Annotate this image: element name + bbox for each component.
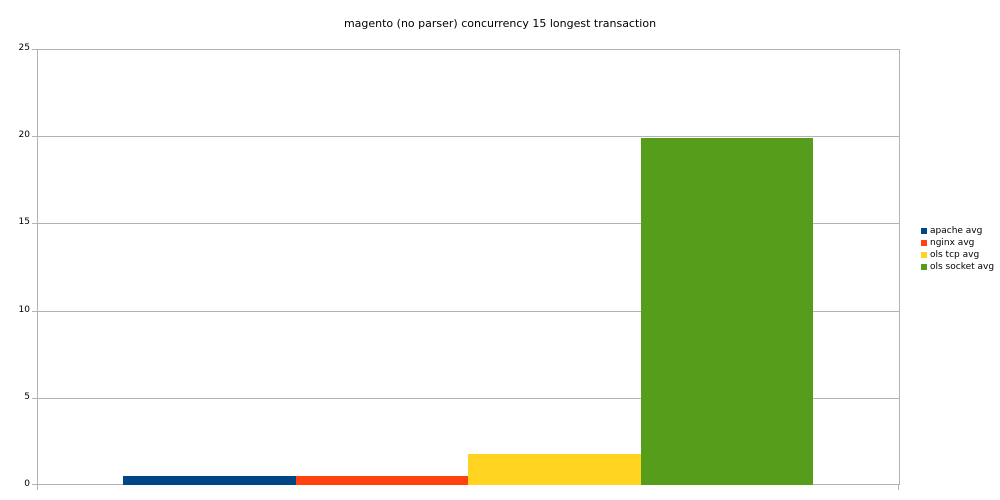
bar-nginx-avg [295, 475, 468, 485]
legend-label: ols socket avg [930, 262, 995, 272]
legend-item: nginx avg [921, 237, 994, 249]
bar-ols-socket-avg [640, 137, 813, 485]
gridline [32, 136, 899, 138]
x-tick [898, 485, 899, 490]
y-tick-label: 10 [18, 304, 30, 315]
x-tick [37, 485, 38, 490]
gridline [32, 223, 899, 225]
legend-label: ols tcp avg [930, 250, 980, 260]
y-tick-label: 5 [24, 391, 30, 402]
bar-apache-avg [123, 475, 296, 485]
legend-item: ols socket avg [921, 261, 994, 273]
legend-item: apache avg [921, 225, 994, 237]
legend-swatch-icon [921, 240, 927, 246]
y-tick-label: 15 [18, 217, 30, 228]
y-axis [37, 49, 38, 490]
legend-swatch-icon [921, 264, 927, 270]
y-tick [32, 484, 37, 485]
chart-title: magento (no parser) concurrency 15 longe… [343, 17, 657, 30]
legend-label: apache avg [930, 226, 983, 236]
y-tick-label: 0 [24, 479, 30, 489]
legend-swatch-icon [921, 252, 927, 258]
bar-ols-tcp-avg [468, 453, 641, 485]
plot-area [32, 49, 900, 490]
legend-item: ols tcp avg [921, 249, 994, 261]
gridline [32, 310, 899, 312]
y-tick-label: 20 [18, 130, 30, 141]
y-tick-label: 25 [18, 43, 30, 53]
legend-label: nginx avg [930, 238, 975, 248]
gridline [32, 397, 899, 399]
gridline [32, 49, 899, 50]
legend: apache avg nginx avg ols tcp avg ols socket… [921, 225, 994, 273]
legend-swatch-icon [921, 228, 927, 234]
